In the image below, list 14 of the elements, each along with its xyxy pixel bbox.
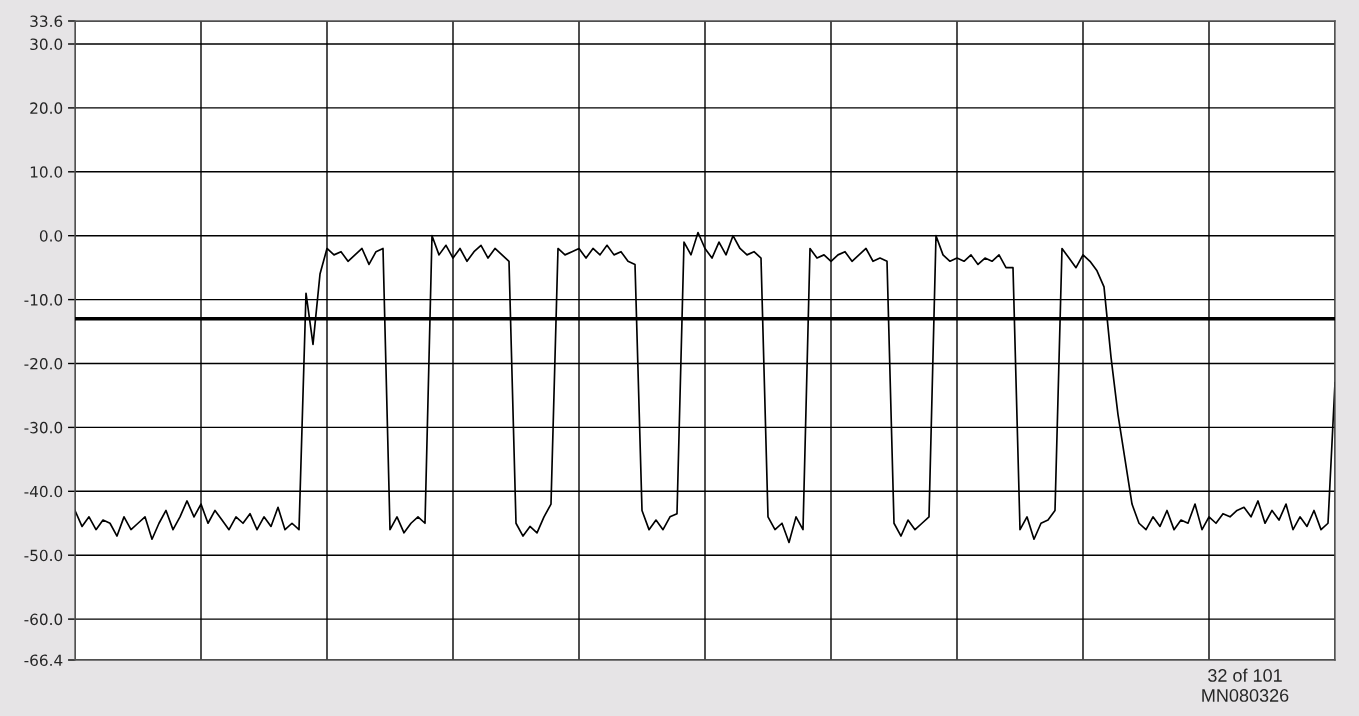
text: MN080326	[1202, 689, 1289, 702]
y-tick-label: -60.0	[24, 613, 63, 626]
text: 32 of 101	[1208, 668, 1282, 682]
y-tick-label: 30.0	[30, 38, 63, 51]
y-tick-label: -50.0	[24, 549, 63, 562]
y-tick-label: 0.0	[39, 230, 63, 242]
y-tick-label: -20.0	[24, 357, 63, 370]
y-tick-label: -40.0	[24, 485, 63, 498]
y-tick-label: -10.0	[24, 294, 63, 306]
y-tick-label: -30.0	[24, 421, 63, 434]
y-tick-label: 20.0	[30, 102, 63, 114]
y-tick-label: -66.4	[24, 654, 63, 667]
y-tick-label: 10.0	[30, 166, 63, 178]
y-tick-label: 33.6	[30, 15, 63, 28]
